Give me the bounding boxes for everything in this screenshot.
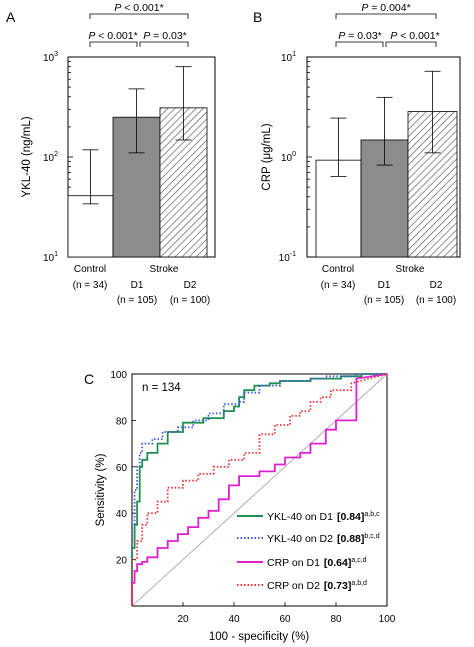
panel-a-ytick-label: 103	[43, 51, 58, 64]
x-tick-label: 20	[177, 614, 189, 625]
x-tick-label: 40	[228, 614, 240, 625]
panel-c-x-axis-title: 100 - specificity (%)	[209, 631, 310, 643]
panel-a-category-label: D1	[131, 280, 144, 291]
panel-c-annotation: n = 134	[142, 382, 181, 394]
panel-a-y-axis-title: YKL-40 (ng/mL)	[21, 116, 33, 197]
panel-a-n-label: (n = 105)	[117, 295, 157, 306]
panel-c-curves	[131, 373, 388, 606]
panel-a-bars	[67, 66, 208, 258]
panel-a: A 101 102 103 YKL-40 (ng/mL) P < 0.001* …	[6, 2, 216, 306]
panel-a-p-value: P = 0.03*	[143, 30, 187, 42]
panel-a-group-label: Stroke	[150, 264, 179, 275]
panel-c-plot-frame	[131, 373, 388, 607]
panel-b-p-value: P < 0.001*	[390, 30, 439, 42]
panel-b-minor-ticks	[307, 56, 312, 258]
panel-b-p-value: P = 0.03*	[338, 30, 382, 42]
bar-control	[67, 195, 114, 258]
panel-b-n-label: (n = 34)	[321, 280, 356, 291]
panel-b: B 10-1 100 101 CRP (μg/mL) P = 0.03* P <…	[253, 2, 461, 306]
panel-c-letter: C	[84, 371, 94, 387]
y-tick-label: 40	[116, 509, 128, 520]
panel-a-ytick-label: 102	[43, 151, 58, 164]
panel-a-n-label: (n = 34)	[73, 280, 108, 291]
panel-b-y-axis-title: CRP (μg/mL)	[261, 123, 273, 190]
panel-a-bracket	[89, 41, 138, 47]
panel-a-letter: A	[6, 9, 16, 25]
panel-b-bracket	[335, 41, 384, 47]
panel-c-ticks: 20 40 60 80 100 20 40 60 80 100	[110, 370, 395, 625]
legend-entry: CRP on D2 [0.73]a,b,d	[237, 580, 367, 592]
panel-b-category-label: D2	[430, 280, 443, 291]
panel-a-category-label: D2	[184, 280, 197, 291]
panel-c-y-axis-title: Sensitivity (%)	[95, 453, 107, 526]
panel-b-group-label: Control	[322, 264, 354, 275]
x-tick-label: 80	[330, 614, 342, 625]
panel-b-bracket	[335, 13, 437, 19]
panel-b-category-label: D1	[378, 280, 391, 291]
panel-a-brackets: P < 0.001* P = 0.03* P < 0.001*	[88, 2, 189, 47]
panel-a-x-labels: Control Stroke (n = 34) D1 D2 (n = 105) …	[73, 264, 211, 306]
panel-b-n-label: (n = 100)	[416, 295, 456, 306]
panel-b-group-label: Stroke	[396, 264, 425, 275]
panel-c-diagonal-reference	[131, 373, 388, 607]
panel-b-p-value: P = 0.004*	[361, 2, 410, 14]
roc-curve-4	[131, 373, 388, 606]
panel-a-ytick-label: 101	[43, 251, 58, 264]
legend-entry: YKL-40 on D1 [0.84]a,b,c	[237, 511, 380, 523]
panel-a-group-label: Control	[74, 264, 106, 275]
panel-c: C 20 40 60 80 100 20 40 60 80 100 n = 134 Sensiti…	[84, 370, 396, 643]
legend-entry: CRP on D1 [0.64]a,c,d	[237, 557, 367, 569]
legend-entry: YKL-40 on D2 [0.88]b,c,d	[237, 533, 380, 545]
y-tick-label: 80	[116, 416, 128, 427]
legend-label: CRP on D1 [0.64]a,c,d	[267, 557, 367, 569]
panel-b-n-label: (n = 105)	[364, 295, 404, 306]
y-tick-label: 100	[110, 370, 127, 381]
panel-b-y-ticks: 10-1 100 101	[279, 51, 296, 264]
legend-label: YKL-40 on D1 [0.84]a,b,c	[267, 511, 380, 523]
panel-a-bracket	[139, 41, 189, 47]
roc-curve-1	[131, 373, 387, 606]
panel-a-y-ticks: 101 102 103	[43, 51, 58, 264]
panel-b-letter: B	[253, 9, 262, 25]
panel-a-bracket	[89, 13, 189, 19]
panel-b-ytick-label: 100	[281, 151, 296, 164]
panel-b-bracket	[385, 41, 437, 47]
panel-b-brackets: P = 0.03* P < 0.001* P = 0.004*	[335, 2, 440, 47]
roc-curve-2	[131, 373, 387, 606]
x-tick-label: 60	[279, 614, 291, 625]
panel-a-p-value: P < 0.001*	[114, 2, 163, 14]
legend-label: YKL-40 on D2 [0.88]b,c,d	[267, 533, 380, 545]
panel-a-p-value: P < 0.001*	[88, 30, 137, 42]
x-tick-label: 100	[379, 614, 396, 625]
roc-curve-3	[131, 373, 388, 606]
y-tick-label: 60	[116, 463, 128, 474]
panel-b-x-labels: Control Stroke (n = 34) D1 D2 (n = 105) …	[321, 264, 457, 306]
y-tick-label: 20	[116, 556, 128, 567]
panel-b-bars	[315, 70, 458, 258]
panel-a-n-label: (n = 100)	[170, 295, 210, 306]
panel-c-legend: YKL-40 on D1 [0.84]a,b,c YKL-40 on D2 [0.8…	[237, 511, 380, 592]
legend-label: CRP on D2 [0.73]a,b,d	[267, 580, 367, 592]
panel-b-ytick-label: 101	[281, 51, 296, 64]
panel-b-ytick-label: 10-1	[279, 251, 296, 264]
